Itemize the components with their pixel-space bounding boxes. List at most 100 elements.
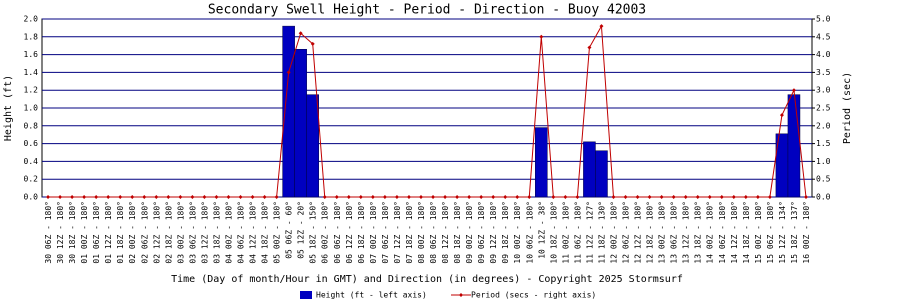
x-tick-label: 07 12Z - 180°: [393, 201, 402, 264]
x-tick-label: 15 00Z - 180°: [754, 201, 763, 264]
period-marker: [238, 195, 243, 199]
y-tick-label: 1.4: [24, 68, 39, 77]
x-tick-label: 01 12Z - 180°: [104, 201, 113, 264]
x-tick-label: 03 00Z - 180°: [176, 201, 185, 264]
y-tick-label: 0.2: [24, 175, 39, 184]
x-tick-label: 08 12Z - 180°: [441, 201, 450, 264]
period-marker: [455, 195, 460, 199]
period-marker: [623, 195, 628, 199]
period-marker: [707, 195, 712, 199]
y-tick-label: 1.8: [24, 32, 39, 41]
x-tick-label: 07 06Z - 180°: [381, 201, 390, 264]
y2-axis-title: Period (sec): [842, 72, 853, 144]
x-tick-label: 06 12Z - 180°: [345, 201, 354, 264]
x-tick-label: 11 12Z - 127°: [585, 201, 594, 264]
x-tick-label: 14 12Z - 180°: [730, 201, 739, 264]
x-tick-label: 12 18Z - 180°: [646, 201, 655, 264]
period-marker: [635, 195, 640, 199]
x-tick-label: 04 12Z - 180°: [249, 201, 258, 264]
period-marker: [563, 195, 568, 199]
period-marker: [118, 195, 123, 199]
period-marker: [322, 195, 327, 199]
period-marker: [310, 41, 315, 46]
x-tick-label: 10 18Z - 180°: [549, 201, 558, 264]
period-marker: [767, 195, 772, 199]
x-tick-label: 12 12Z - 180°: [634, 201, 643, 264]
period-line: [48, 24, 807, 198]
y-tick-label: 0.6: [24, 139, 39, 148]
x-tick-label: 13 18Z - 180°: [694, 201, 703, 264]
period-marker: [202, 195, 207, 199]
x-tick-label: 01 06Z - 180°: [92, 201, 101, 264]
y-tick-label: 2.0: [24, 15, 39, 24]
period-marker: [214, 195, 219, 199]
period-marker: [599, 24, 604, 29]
x-tick-label: 02 18Z - 180°: [164, 201, 173, 264]
x-tick-label: 13 12Z - 180°: [682, 201, 691, 264]
period-marker: [142, 195, 147, 199]
x-tick-label: 06 18Z - 180°: [357, 201, 366, 264]
period-marker: [539, 34, 544, 39]
period-marker: [274, 195, 279, 199]
x-tick-label: 10 00Z - 180°: [513, 201, 522, 264]
period-marker: [382, 195, 387, 199]
period-marker: [94, 195, 99, 199]
period-marker: [443, 195, 448, 199]
period-marker: [659, 195, 664, 199]
y2-tick-label: 3.5: [816, 68, 831, 77]
period-marker: [527, 195, 532, 199]
y-tick-label: 1.0: [24, 104, 39, 113]
x-tick-label: 04 18Z - 180°: [261, 201, 270, 264]
x-tick-label: 08 00Z - 180°: [417, 201, 426, 264]
bar: [787, 94, 801, 198]
x-tick-label: 07 00Z - 180°: [369, 201, 378, 264]
bar: [306, 94, 319, 198]
period-marker: [803, 195, 808, 199]
period-marker: [515, 195, 520, 199]
x-tick-label: 30 06Z - 180°: [44, 201, 53, 264]
x-tick-label: 30 18Z - 180°: [68, 201, 77, 264]
period-marker: [575, 195, 580, 199]
x-tick-label: 03 18Z - 180°: [212, 201, 221, 264]
x-tick-label: 06 00Z - 180°: [321, 201, 330, 264]
x-tick-label: 05 00Z - 180°: [273, 201, 282, 264]
x-tick-label: 09 06Z - 180°: [477, 201, 486, 264]
x-tick-label: 13 06Z - 180°: [670, 201, 679, 264]
period-marker: [394, 195, 399, 199]
period-marker: [106, 195, 111, 199]
legend-label: Height (ft - left axis): [316, 291, 427, 300]
period-marker: [418, 195, 423, 199]
period-marker: [70, 195, 75, 199]
x-tick-label: 02 12Z - 180°: [152, 201, 161, 264]
x-tick-label: 06 06Z - 180°: [333, 201, 342, 264]
period-marker: [58, 195, 63, 199]
period-marker: [587, 45, 592, 50]
bar: [595, 150, 608, 198]
y2-tick-label: 4.5: [816, 32, 831, 41]
x-tick-label: 02 06Z - 180°: [140, 201, 149, 264]
period-marker: [491, 195, 496, 199]
x-tick-label: 11 06Z - 180°: [573, 201, 582, 264]
x-tick-label: 04 06Z - 180°: [237, 201, 246, 264]
x-tick-label: 12 00Z - 180°: [609, 201, 618, 264]
period-marker: [671, 195, 676, 199]
period-marker: [298, 31, 303, 36]
y2-tick-label: 1.5: [816, 139, 831, 148]
y-tick-label: 1.2: [24, 86, 39, 95]
x-tick-label: 07 18Z - 180°: [405, 201, 414, 264]
x-tick-label: 05 06Z - 60°: [285, 201, 294, 259]
period-marker: [695, 195, 700, 199]
period-marker: [743, 195, 748, 199]
x-tick-label: 13 00Z - 180°: [658, 201, 667, 264]
bar: [583, 141, 596, 198]
period-marker: [190, 195, 195, 199]
x-tick-label: 11 18Z - 130°: [597, 201, 606, 264]
period-marker: [262, 195, 267, 199]
x-tick-label: 09 00Z - 180°: [465, 201, 474, 264]
period-marker: [250, 195, 255, 199]
period-marker: [779, 113, 784, 118]
period-marker: [130, 195, 135, 199]
x-tick-label: 10 06Z - 180°: [525, 201, 534, 264]
period-marker: [479, 195, 484, 199]
y2-tick-label: 3.0: [816, 86, 831, 95]
